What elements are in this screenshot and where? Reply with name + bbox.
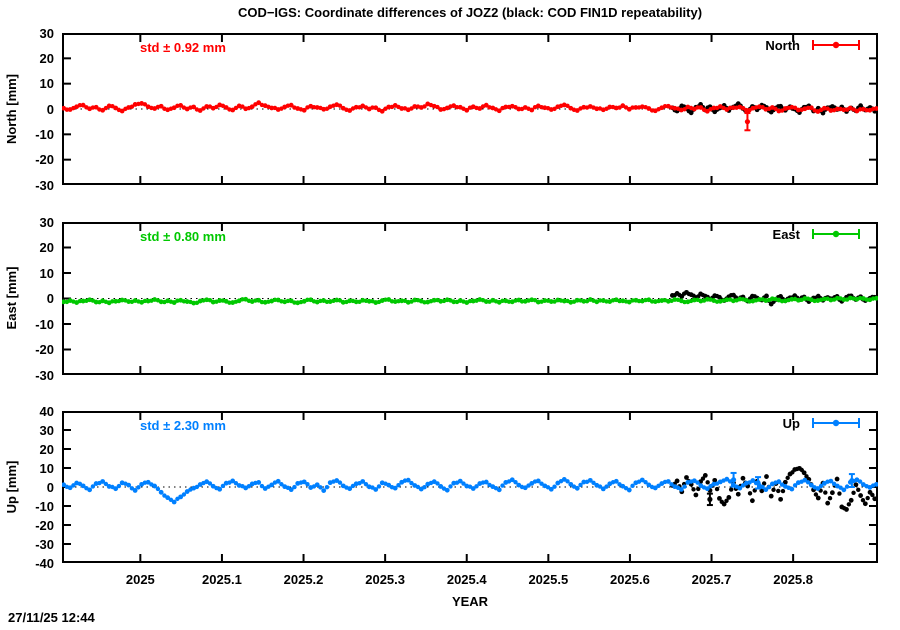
y-tick-label: -30 (35, 177, 54, 193)
y-tick-label: 20 (39, 441, 54, 457)
x-tick-label: 2025.7 (691, 572, 732, 587)
y-tick-label: 10 (39, 265, 54, 281)
std-annotation-east: std ± 0.80 mm (140, 229, 226, 244)
x-tick-label: 2025.3 (365, 572, 405, 587)
east-plot-area (62, 222, 878, 375)
errorbar-marker-icon (812, 418, 860, 428)
std-annotation-up: std ± 2.30 mm (140, 418, 226, 433)
legend-up: Up (600, 415, 862, 431)
y-tick-label: 20 (39, 240, 54, 255)
y-tick-label: 0 (46, 291, 54, 306)
legend-label-up: Up (782, 415, 800, 431)
y-tick-label: 30 (39, 214, 54, 230)
up-plot-area (62, 411, 878, 563)
north-plot-area (62, 33, 878, 185)
legend-east: East (600, 226, 862, 242)
y-tick-label: 10 (39, 460, 54, 476)
errorbar-marker-icon (812, 40, 860, 50)
y-tick-label: -20 (35, 517, 54, 533)
y-tick-label: 0 (46, 479, 54, 495)
y-tick-label: -10 (35, 498, 54, 514)
y-tick-label: -20 (35, 342, 54, 357)
legend-label-north: North (765, 37, 800, 53)
x-axis-label: YEAR (451, 594, 489, 609)
x-tick-label: 2025 (125, 572, 155, 587)
x-tick-label: 2025.4 (446, 572, 487, 587)
y-tick-label: 30 (39, 422, 54, 438)
x-tick-label: 2025.8 (773, 572, 813, 587)
errorbar-marker-icon (812, 229, 860, 239)
x-tick-label: 2025.5 (528, 572, 569, 587)
std-annotation-north: std ± 0.92 mm (140, 40, 226, 55)
legend-north: North (600, 37, 862, 53)
y-tick-label: -40 (35, 555, 54, 571)
y-tick-label: 30 (39, 25, 54, 41)
y-tick-label: 10 (39, 76, 54, 92)
x-tick-label: 2025.2 (283, 572, 324, 587)
y-tick-label: -10 (35, 126, 54, 142)
page-title: COD−IGS: Coordinate differences of JOZ2 … (237, 5, 703, 20)
y-tick-label: -30 (35, 367, 54, 383)
y-tick-label: -10 (35, 316, 54, 332)
y-tick-label: 40 (39, 403, 54, 419)
legend-label-east: East (772, 226, 800, 242)
x-tick-label: 2025.6 (610, 572, 650, 587)
y-tick-label: 0 (46, 101, 54, 117)
y-tick-label: -30 (35, 536, 54, 552)
y-tick-label: 20 (39, 50, 54, 66)
plot-timestamp: 27/11/25 12:44 (8, 610, 95, 625)
y-tick-label: -20 (35, 152, 54, 168)
x-tick-label: 2025.1 (202, 572, 242, 587)
